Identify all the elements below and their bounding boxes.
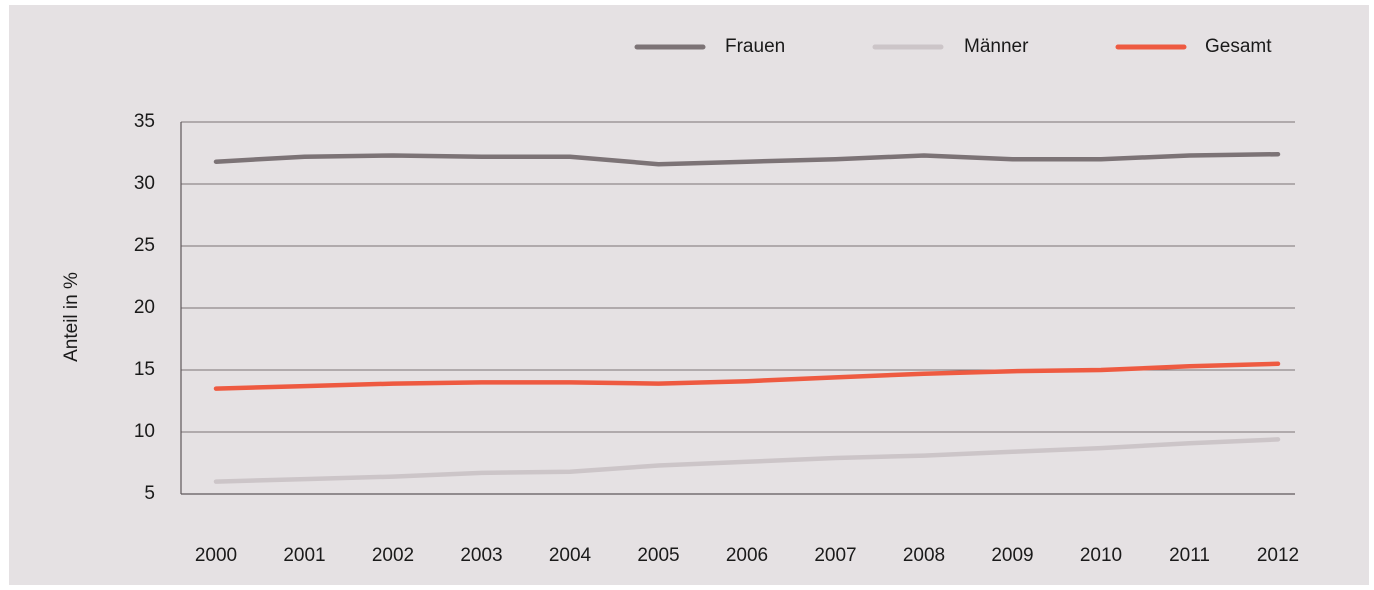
legend-label: Frauen [725,36,785,57]
chart-panel: 35 30 25 20 15 10 5 2000 2001 2002 2003 2004 2005 20… [9,5,1369,585]
legend-item-gesamt: Gesamt [1115,36,1272,57]
y-tick-label: 20 [134,297,155,318]
y-axis-label: Anteil in % [61,272,82,362]
legend-label: Männer [964,36,1029,57]
legend-label: Gesamt [1205,36,1272,57]
x-tick-label: 2007 [814,545,856,566]
x-tick-label: 2009 [991,545,1033,566]
x-tick-label: 2000 [195,545,237,566]
legend-item-männer: Männer [872,36,1029,57]
series-line-männer [213,437,1281,484]
x-tick-label: 2001 [283,545,325,566]
y-tick-label: 30 [134,173,155,194]
y-tick-labels: 35 30 25 20 15 10 5 [134,111,155,504]
x-tick-label: 2006 [726,545,768,566]
y-tick-label: 10 [134,421,155,442]
x-tick-labels: 2000 2001 2002 2003 2004 2005 2006 2007 2008 2009… [195,545,1299,566]
grid-lines [181,121,1295,433]
series-line-frauen [213,151,1281,167]
x-tick-label: 2011 [1169,545,1210,566]
x-tick-label: 2005 [637,545,679,566]
y-tick-label: 25 [134,235,155,256]
x-tick-label: 2002 [372,545,414,566]
series-lines [213,151,1281,484]
axes [180,122,1295,495]
series-line-gesamt [213,361,1281,391]
y-tick-label: 5 [144,483,155,504]
x-tick-label: 2008 [903,545,945,566]
y-tick-label: 15 [134,359,155,380]
x-tick-label: 2003 [460,545,502,566]
x-tick-label: 2010 [1080,545,1122,566]
x-tick-label: 2012 [1257,545,1299,566]
y-tick-label: 35 [134,111,155,132]
legend: Frauen Männer Gesamt [634,36,1272,57]
x-tick-label: 2004 [549,545,592,566]
legend-item-frauen: Frauen [634,36,785,57]
